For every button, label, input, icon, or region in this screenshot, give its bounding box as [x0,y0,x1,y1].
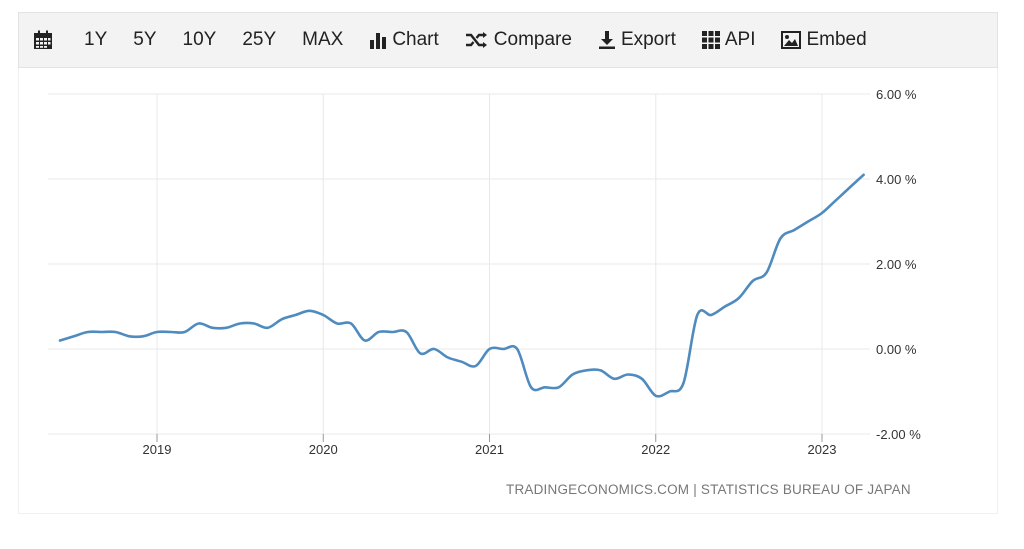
calendar-icon [33,30,53,50]
shuffle-icon [465,31,489,49]
compare-button[interactable]: Compare [465,29,572,51]
x-tick-label: 2022 [641,442,670,457]
range-1y-button[interactable]: 1Y [84,29,108,50]
range-max-button[interactable]: MAX [302,29,344,50]
image-icon [781,31,802,49]
y-tick-label: 6.00 % [876,87,917,102]
export-button[interactable]: Export [598,29,676,51]
download-icon [598,30,616,50]
api-button-label: API [724,29,756,50]
embed-button-label: Embed [806,29,867,50]
export-button-label: Export [620,29,676,50]
y-tick-label: 2.00 % [876,257,917,272]
chart-button[interactable]: Chart [369,29,439,51]
y-tick-label: 4.00 % [876,172,917,187]
calendar-button[interactable] [33,30,58,50]
y-tick-label: 0.00 % [876,342,917,357]
source-attribution: TRADINGECONOMICS.COM | STATISTICS BUREAU… [506,482,911,497]
y-tick-label: -2.00 % [876,427,921,442]
grid-icon [701,31,720,49]
embed-button[interactable]: Embed [781,29,867,51]
bar-chart-icon [369,31,387,49]
x-tick-label: 2021 [475,442,504,457]
range-10y-button[interactable]: 10Y [182,29,217,50]
api-button[interactable]: API [701,29,756,51]
range-5y-button[interactable]: 5Y [133,29,157,50]
compare-button-label: Compare [493,29,572,50]
chart-area [18,68,998,514]
chart-button-label: Chart [392,29,439,50]
x-tick-label: 2023 [808,442,837,457]
x-tick-label: 2019 [143,442,172,457]
x-tick-label: 2020 [309,442,338,457]
range-25y-button[interactable]: 25Y [242,29,277,50]
series-line [58,173,865,398]
chart-toolbar: 1Y 5Y 10Y 25Y MAX Chart Compare Export [18,12,998,68]
